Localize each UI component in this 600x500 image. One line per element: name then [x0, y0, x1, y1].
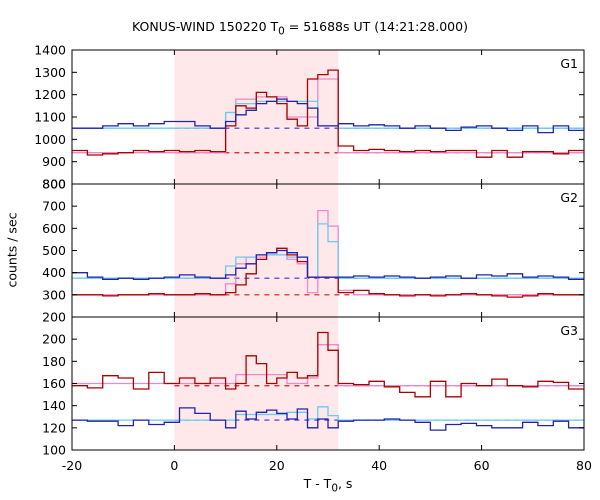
g2-ytick-label: 800 — [42, 177, 66, 192]
xtick-label: 40 — [371, 458, 387, 473]
xtick-label: 20 — [269, 458, 285, 473]
chart-title-main: KONUS-WIND 150220 T — [132, 19, 279, 34]
x-axis-label-main: T - T — [303, 476, 332, 491]
g2-ytick-label: 700 — [42, 199, 66, 214]
g1-ytick-label: 1300 — [34, 65, 66, 80]
g3-fit-curve-2 — [72, 406, 584, 421]
xtick-label: 80 — [576, 458, 592, 473]
g1-detector-label: G1 — [560, 56, 578, 71]
g1-ytick-label: 1000 — [34, 132, 66, 147]
g3-ytick-label: 160 — [42, 376, 66, 391]
g3-ytick-label: 180 — [42, 354, 66, 369]
g1-ytick-label: 800 — [42, 177, 66, 192]
g3-light-curve-1 — [72, 331, 584, 398]
chart-title-subscript: 0 — [278, 25, 285, 38]
g2-ytick-label: 200 — [42, 310, 66, 325]
g2-ytick-label: 300 — [42, 287, 66, 302]
g1-ytick-label: 1400 — [34, 43, 66, 58]
xtick-label: 60 — [474, 458, 490, 473]
g2-detector-label: G2 — [560, 190, 578, 205]
x-axis-label: T - T0, s — [304, 476, 353, 495]
g3-ytick-label: 140 — [42, 398, 66, 413]
xtick-label: -20 — [62, 458, 82, 473]
g1-ytick-label: 900 — [42, 154, 66, 169]
g3-light-curve-2 — [72, 407, 584, 431]
g2-ytick-label: 600 — [42, 221, 66, 236]
g3-detector-label: G3 — [560, 323, 578, 338]
g1-ytick-label: 1100 — [34, 110, 66, 125]
xtick-label: 0 — [170, 458, 178, 473]
g3-ytick-label: 200 — [42, 332, 66, 347]
x-axis-label-unit: , s — [337, 476, 353, 491]
chart-title: KONUS-WIND 150220 T0 = 51688s UT (14:21:… — [0, 19, 600, 38]
chart-title-time: = 51688s UT (14:21:28.000) — [284, 19, 468, 34]
g2-light-curve-2 — [72, 249, 584, 280]
g2-ytick-label: 500 — [42, 243, 66, 258]
g1-ytick-label: 1200 — [34, 87, 66, 102]
g1-light-curve-2 — [72, 98, 584, 134]
g1-light-curve-1 — [72, 69, 584, 158]
x-axis-label-subscript: 0 — [331, 482, 338, 495]
g2-ytick-label: 400 — [42, 265, 66, 280]
g3-ytick-label: 100 — [42, 443, 66, 458]
g3-ytick-label: 120 — [42, 420, 66, 435]
